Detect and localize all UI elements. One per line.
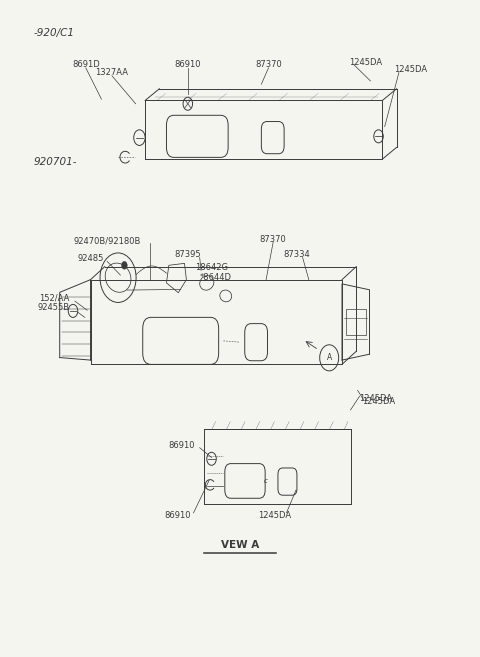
Text: 87370: 87370	[255, 60, 282, 69]
Text: 86910: 86910	[169, 442, 195, 450]
Text: 92485: 92485	[77, 254, 104, 263]
Text: VEW A: VEW A	[221, 540, 259, 550]
Text: 1245DA: 1245DA	[362, 397, 396, 406]
Text: 87334: 87334	[284, 250, 310, 260]
Circle shape	[121, 261, 127, 269]
Text: -920/C1: -920/C1	[34, 28, 74, 38]
Text: 8691D: 8691D	[72, 60, 100, 69]
Text: *8644D: *8644D	[199, 273, 231, 283]
Text: 1245DA: 1245DA	[394, 65, 427, 74]
Text: 1245DA: 1245DA	[258, 511, 291, 520]
Text: 152/AA: 152/AA	[39, 294, 69, 302]
Text: 87370: 87370	[260, 235, 287, 244]
Text: A: A	[326, 353, 332, 362]
Text: 920701-: 920701-	[34, 158, 77, 168]
Text: 86910: 86910	[164, 511, 191, 520]
Text: 86910: 86910	[175, 60, 201, 69]
Text: 87395: 87395	[175, 250, 201, 260]
Text: 1245DA: 1245DA	[360, 394, 393, 403]
Text: c: c	[264, 478, 268, 484]
Text: 92455B: 92455B	[38, 302, 70, 311]
Text: 92470B/92180B: 92470B/92180B	[73, 236, 141, 245]
Text: 1327AA: 1327AA	[96, 68, 128, 77]
Text: 1245DA: 1245DA	[349, 58, 382, 66]
Text: 18642G: 18642G	[195, 263, 228, 273]
